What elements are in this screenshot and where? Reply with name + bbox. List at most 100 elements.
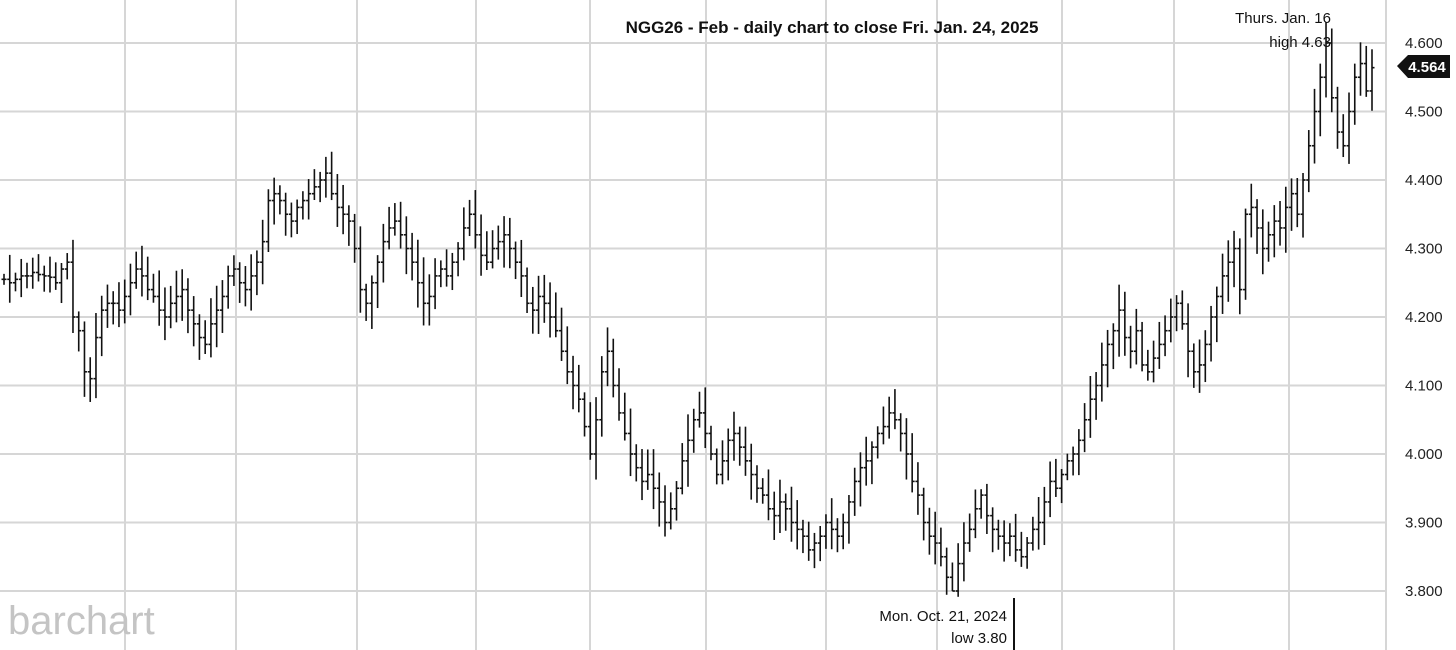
ohlc-bar [70,239,76,333]
ohlc-bar [622,392,628,441]
ohlc-bar [363,283,369,321]
ohlc-bar [156,270,162,326]
ohlc-bar [513,241,519,280]
ohlc-bar [1266,221,1272,262]
ohlc-bar [87,357,93,402]
ohlc-bar [202,320,208,355]
ohlc-bar [1007,523,1013,557]
ohlc-bar [1179,290,1185,330]
ohlc-bar [93,313,99,399]
ohlc-bar [30,257,36,289]
ohlc-bar [1064,453,1070,481]
ohlc-bar [530,286,536,334]
ohlc-bar [840,513,846,550]
ohlc-bar [490,230,496,269]
ohlc-bar [754,465,760,503]
ohlc-bar [208,298,214,358]
ohlc-bar [852,467,858,516]
ohlc-bar [329,151,335,201]
ohlc-bar [938,527,944,567]
ohlc-bar [340,184,346,235]
ohlc-bar [1047,461,1053,518]
ohlc-bar [1340,114,1346,158]
ohlc-bar [633,444,639,482]
ohlc-bar [24,262,30,289]
ohlc-bar [461,207,467,261]
ohlc-bar [467,199,473,237]
ohlc-bar [903,418,909,480]
ohlc-bar [518,239,524,298]
ohlc-bar [1254,199,1260,254]
ohlc-bar [1283,186,1289,253]
ohlc-bar [35,254,41,282]
ohlc-bar [1306,130,1312,193]
ohlc-bar [1168,298,1174,343]
ohlc-bar [926,507,932,555]
ohlc-bar [1093,372,1099,420]
ohlc-bar [691,408,697,453]
ohlc-bar [1162,315,1168,357]
y-tick-label: 4.000 [1405,446,1443,463]
ohlc-bar [628,408,634,477]
ohlc-bar [559,307,565,361]
y-tick-label: 4.300 [1405,241,1443,258]
ohlc-bar [765,469,771,521]
ohlc-bar [685,414,691,487]
ohlc-bars [1,22,1375,597]
ohlc-bar [357,226,363,313]
ohlc-bar [1145,349,1151,381]
ohlc-bar [898,413,904,452]
ohlc-bar [426,274,432,326]
ohlc-bar [380,223,386,283]
ohlc-bar [116,282,122,328]
ohlc-bar [662,485,668,537]
ohlc-bar [777,479,783,533]
ohlc-bar [679,443,685,495]
ohlc-bar [702,387,708,449]
ohlc-bar [311,169,317,201]
ohlc-bar [1030,516,1036,551]
ohlc-bar [432,258,438,310]
ohlc-bar [1363,45,1369,97]
y-tick-label: 4.400 [1405,172,1443,189]
ohlc-bar [1053,458,1059,497]
ohlc-bar [1070,446,1076,476]
ohlc-bar [369,275,375,329]
ohlc-bar [386,206,392,250]
ohlc-bar [553,292,559,338]
ohlc-bar [794,500,800,550]
ohlc-bar [7,254,13,303]
ohlc-bar [1116,284,1122,357]
ohlc-bar [944,547,950,595]
ohlc-bar [1352,63,1358,125]
ohlc-bar [599,356,605,437]
ohlc-bar [392,203,398,236]
ohlc-bar [656,472,662,527]
ohlc-bar [834,518,840,553]
ohlc-bar [104,284,110,328]
ohlc-bar [334,174,340,227]
ohlc-bar [179,269,185,321]
ohlc-bar [283,192,289,236]
ohlc-bar [1076,429,1082,476]
ohlc-bar [317,171,323,203]
ohlc-bar [1099,342,1105,402]
ohlc-bar [1260,209,1266,275]
y-tick-label: 4.500 [1405,104,1443,121]
ohlc-bar [237,262,243,303]
ohlc-bar [403,216,409,275]
ohlc-bar [961,522,967,582]
ohlc-bar [696,391,702,428]
ohlc-bar [857,452,863,507]
ohlc-bar [863,436,869,486]
y-axis-labels: 4.600 4.500 4.400 4.300 4.200 4.100 4.000 3.900… [1405,35,1443,600]
y-tick-label: 3.800 [1405,583,1443,600]
ohlc-bar [47,256,53,293]
ohlc-bar [449,252,455,291]
ohlc-bar [823,514,829,549]
ohlc-bar [265,189,271,252]
ohlc-bar [1001,520,1007,562]
ohlc-bar [967,513,973,552]
ohlc-bar [886,396,892,439]
ohlc-bar [300,191,306,220]
